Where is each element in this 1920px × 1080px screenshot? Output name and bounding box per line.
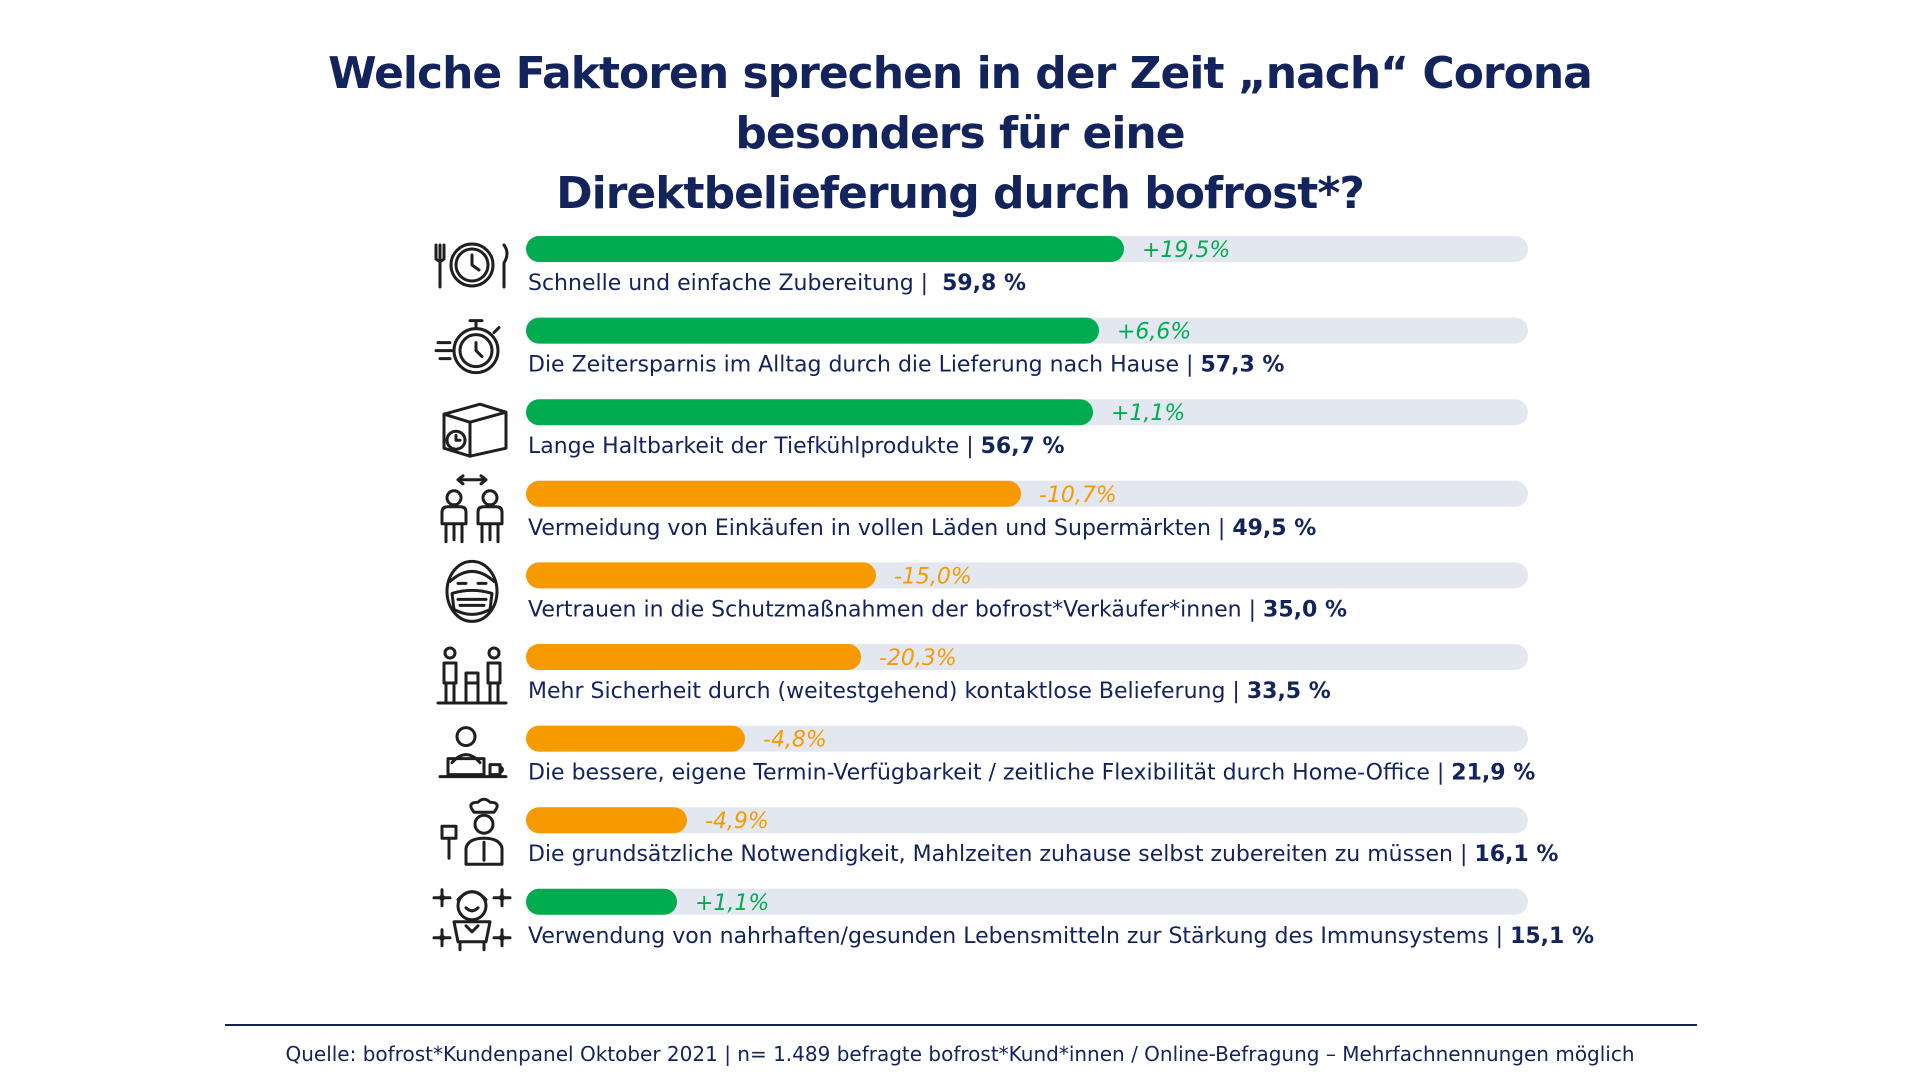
page-title-line-2: Direktbelieferung durch bofrost*? — [556, 168, 1365, 219]
value-label: 16,1 % — [1474, 842, 1558, 867]
bar-category-label: Die grundsätzliche Notwendigkeit, Mahlze… — [528, 842, 1558, 867]
bar-track — [526, 807, 1528, 834]
bar-6 — [526, 644, 861, 670]
bar-category-label: Schnelle und einfache Zubereitung | 59,8… — [528, 271, 1026, 296]
category-text: Die grundsätzliche Notwendigkeit, Mahlze… — [528, 842, 1474, 867]
box-clock-icon — [442, 402, 508, 458]
value-label: 59,8 % — [942, 271, 1026, 296]
bar-2 — [526, 317, 1099, 344]
bar-change-label: -10,7% — [1039, 483, 1117, 508]
page-title-line-1: Welche Faktoren sprechen in der Zeit „na… — [328, 48, 1593, 159]
category-text: Mehr Sicherheit durch (weitestgehend) ko… — [528, 679, 1247, 704]
bar-change-label: +6,6% — [1117, 320, 1191, 345]
category-text: Lange Haltbarkeit der Tiefkühlprodukte | — [528, 434, 981, 459]
chef-icon — [440, 797, 504, 866]
value-label: 15,1 % — [1510, 924, 1594, 949]
bar-change-label: +19,5% — [1142, 238, 1230, 263]
bar-category-label: Die Zeitersparnis im Alltag durch die Li… — [528, 353, 1284, 378]
category-text: Vertrauen in die Schutzmaßnahmen der bof… — [528, 597, 1263, 622]
healthy-immune-icon — [432, 888, 512, 952]
bar-category-label: Verwendung von nahrhaften/gesunden Leben… — [528, 924, 1594, 949]
footer-divider — [225, 1024, 1697, 1026]
source-note: Quelle: bofrost*Kundenpanel Oktober 2021… — [285, 1042, 1635, 1066]
bar-category-label: Vertrauen in die Schutzmaßnahmen der bof… — [528, 597, 1347, 622]
social-distance-icon — [440, 474, 504, 544]
category-text: Die bessere, eigene Termin-Verfügbarkeit… — [528, 761, 1451, 786]
bar-track — [526, 725, 1528, 752]
bar-8 — [526, 807, 687, 834]
value-label: 21,9 % — [1451, 761, 1535, 786]
bar-category-label: Vermeidung von Einkäufen in vollen Läden… — [528, 516, 1316, 541]
bar-change-label: -4,9% — [705, 809, 769, 834]
home-office-icon — [438, 726, 508, 779]
bar-change-label: -20,3% — [879, 646, 957, 671]
bar-track — [526, 888, 1528, 915]
bar-change-label: +1,1% — [1111, 401, 1185, 426]
bar-change-label: -15,0% — [894, 564, 972, 589]
value-label: 56,7 % — [981, 434, 1065, 459]
stopwatch-icon — [434, 319, 501, 375]
bar-category-label: Mehr Sicherheit durch (weitestgehend) ko… — [528, 679, 1331, 704]
category-text: Verwendung von nahrhaften/gesunden Leben… — [528, 924, 1510, 949]
contactless-delivery-icon — [436, 646, 508, 705]
bar-change-label: +1,1% — [695, 891, 769, 916]
value-label: 33,5 % — [1247, 679, 1331, 704]
page-title: Welche Faktoren sprechen in der Zeit „na… — [200, 44, 1720, 224]
category-text: Die Zeitersparnis im Alltag durch die Li… — [528, 353, 1200, 378]
bar-9 — [526, 888, 677, 915]
value-label: 49,5 % — [1232, 516, 1316, 541]
bar-category-label: Lange Haltbarkeit der Tiefkühlprodukte |… — [528, 434, 1065, 459]
plate-clock-cutlery-icon — [434, 242, 509, 289]
face-mask-icon — [445, 559, 499, 623]
bar-change-label: -4,8% — [763, 728, 827, 753]
bar-5 — [526, 562, 876, 589]
value-label: 35,0 % — [1263, 597, 1347, 622]
bar-1 — [526, 236, 1124, 262]
category-text: Vermeidung von Einkäufen in vollen Läden… — [528, 516, 1232, 541]
bar-3 — [526, 399, 1093, 426]
value-label: 57,3 % — [1200, 353, 1284, 378]
bar-4 — [526, 480, 1021, 507]
category-text: Schnelle und einfache Zubereitung | — [528, 271, 942, 296]
bar-7 — [526, 725, 745, 752]
bar-category-label: Die bessere, eigene Termin-Verfügbarkeit… — [528, 761, 1535, 786]
